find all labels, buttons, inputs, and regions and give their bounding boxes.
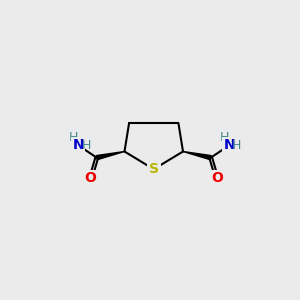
Text: N: N	[73, 138, 84, 152]
Text: S: S	[149, 162, 159, 176]
Text: O: O	[85, 172, 97, 185]
Text: H: H	[220, 131, 229, 144]
Polygon shape	[183, 152, 211, 160]
Text: N: N	[224, 138, 235, 152]
Text: H: H	[81, 139, 91, 152]
Text: O: O	[211, 172, 223, 185]
Polygon shape	[96, 152, 124, 160]
Text: H: H	[69, 131, 78, 144]
Text: H: H	[232, 139, 242, 152]
